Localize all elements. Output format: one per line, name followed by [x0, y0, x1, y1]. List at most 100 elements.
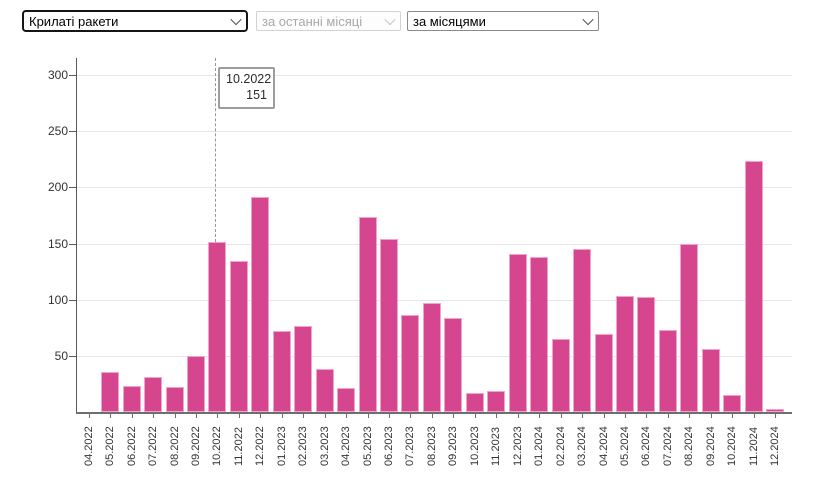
bar-08.2022[interactable] [165, 387, 184, 412]
x-axis-tick [346, 414, 348, 418]
y-axis-tick [69, 243, 76, 245]
x-axis-label: 01.2024 [533, 426, 546, 466]
bar-12.2024[interactable] [766, 408, 785, 412]
y-axis [76, 58, 77, 412]
y-axis-label: 50 [54, 348, 68, 363]
x-axis-label: 08.2024 [683, 426, 696, 466]
bar-05.2023[interactable] [358, 216, 377, 412]
x-axis-label: 09.2022 [189, 426, 202, 466]
x-axis-tick [410, 414, 412, 418]
x-axis-label: 09.2024 [704, 426, 717, 466]
bar-02.2024[interactable] [551, 338, 570, 412]
y-axis-label: 250 [47, 124, 68, 139]
tooltip-value: 151 [246, 87, 267, 102]
period-value: за останні місяці [262, 13, 363, 29]
x-axis-tick [431, 414, 433, 418]
x-axis-tick [389, 414, 391, 418]
bar-05.2022[interactable] [101, 371, 120, 412]
x-axis-label: 09.2023 [447, 426, 460, 466]
gridline [76, 299, 792, 301]
bar-10.2022[interactable] [208, 242, 227, 412]
x-axis [76, 412, 792, 414]
x-axis-tick [88, 414, 90, 418]
bar-08.2023[interactable] [422, 303, 441, 412]
bar-11.2022[interactable] [229, 261, 248, 412]
x-axis-tick [303, 414, 305, 418]
bar-10.2023[interactable] [465, 392, 484, 412]
x-axis-tick [367, 414, 369, 418]
bar-11.2024[interactable] [744, 161, 763, 412]
bar-09.2024[interactable] [701, 349, 720, 412]
x-axis-label: 02.2024 [554, 426, 567, 466]
x-axis-tick [281, 414, 283, 418]
bar-03.2023[interactable] [315, 369, 334, 412]
y-axis-label: 100 [47, 292, 68, 307]
x-axis-label: 07.2023 [404, 426, 417, 466]
bar-07.2023[interactable] [401, 315, 420, 412]
bar-03.2024[interactable] [573, 249, 592, 412]
bar-01.2023[interactable] [272, 331, 291, 412]
x-axis-label: 12.2022 [254, 426, 267, 466]
gridline [76, 243, 792, 245]
x-axis-tick [582, 414, 584, 418]
bar-09.2023[interactable] [444, 317, 463, 412]
bar-11.2023[interactable] [487, 390, 506, 412]
y-axis-tick [69, 187, 76, 189]
bar-01.2024[interactable] [530, 256, 549, 412]
x-axis-label: 07.2022 [147, 426, 160, 466]
bar-08.2024[interactable] [680, 243, 699, 412]
x-axis-label: 03.2023 [318, 426, 331, 466]
bar-04.2024[interactable] [594, 334, 613, 412]
bar-12.2022[interactable] [251, 197, 270, 412]
x-axis-label: 04.2023 [340, 426, 353, 466]
x-axis-label: 04.2022 [82, 426, 95, 466]
x-axis-tick [496, 414, 498, 418]
chart-tooltip: 10.2022 151 [218, 67, 275, 110]
weapon-type-select[interactable]: Крилаті ракети [22, 10, 248, 32]
x-axis-label: 03.2024 [576, 426, 589, 466]
x-axis-tick [603, 414, 605, 418]
bar-07.2024[interactable] [658, 329, 677, 412]
x-axis-tick [624, 414, 626, 418]
bar-07.2022[interactable] [144, 377, 163, 412]
x-axis-tick [474, 414, 476, 418]
y-axis-label: 300 [47, 68, 68, 82]
x-axis-tick [539, 414, 541, 418]
tooltip-anchor-line [215, 58, 216, 243]
x-axis-label: 05.2023 [361, 426, 374, 466]
x-axis-label: 08.2023 [425, 426, 438, 466]
x-axis-label: 11.2023 [490, 427, 503, 466]
bar-06.2024[interactable] [637, 297, 656, 412]
x-axis-label: 10.2024 [726, 426, 739, 466]
x-axis-tick [560, 414, 562, 418]
period-select: за останні місяці [256, 11, 401, 31]
x-axis-tick [195, 414, 197, 418]
bar-09.2022[interactable] [186, 355, 205, 412]
bar-06.2023[interactable] [380, 239, 399, 412]
x-axis-label: 11.2024 [747, 427, 760, 466]
bar-02.2023[interactable] [294, 325, 313, 412]
gridline [76, 187, 792, 189]
grouping-select[interactable]: за місяцями [407, 11, 599, 31]
x-axis-label: 05.2022 [104, 426, 117, 466]
x-axis-label: 06.2023 [383, 426, 396, 466]
y-axis-label: 150 [47, 236, 68, 251]
x-axis-tick [646, 414, 648, 418]
bar-04.2023[interactable] [337, 388, 356, 412]
tooltip-category: 10.2022 [226, 72, 272, 86]
x-axis-tick [453, 414, 455, 418]
y-axis-tick [69, 299, 76, 301]
bar-12.2023[interactable] [508, 253, 527, 412]
y-axis-label: 200 [47, 180, 68, 195]
x-axis-tick [689, 414, 691, 418]
bar-06.2022[interactable] [122, 386, 141, 412]
x-axis-label: 10.2022 [211, 426, 224, 466]
grouping-value: за місяцями [413, 13, 486, 29]
bar-05.2024[interactable] [615, 296, 634, 412]
x-axis-tick [174, 414, 176, 418]
x-axis-tick [732, 414, 734, 418]
x-axis-tick [110, 414, 112, 418]
bar-10.2024[interactable] [723, 395, 742, 412]
